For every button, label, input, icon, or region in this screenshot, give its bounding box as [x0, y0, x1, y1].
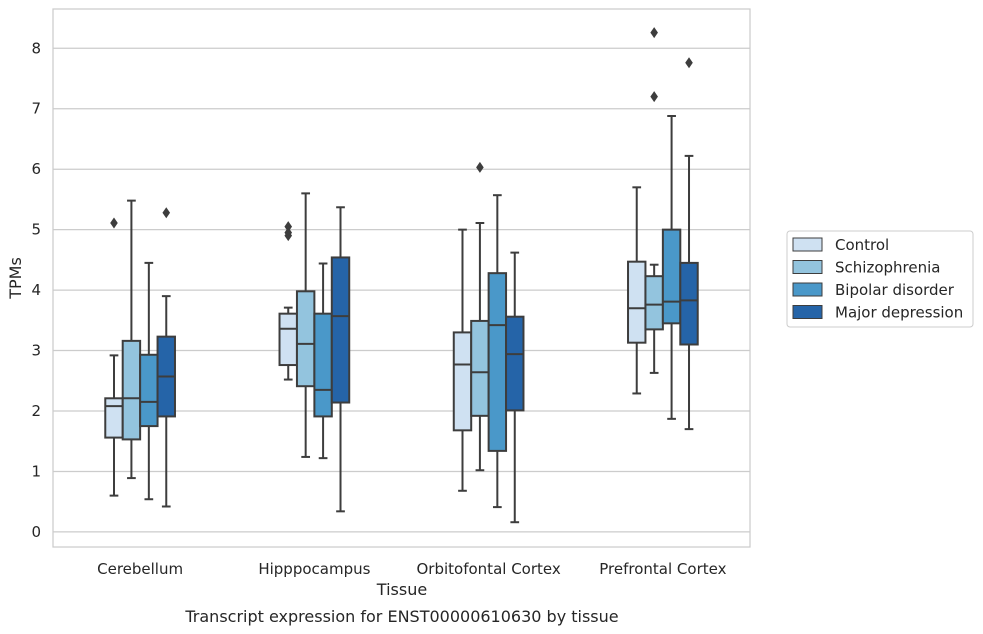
- box-control: [452, 228, 473, 492]
- y-tick-label: 3: [31, 342, 41, 360]
- box-bipolar-disorder: [313, 262, 333, 460]
- x-tick-label: Orbitofontal Cortex: [417, 560, 561, 578]
- box-iqr: [487, 272, 508, 452]
- box-iqr: [505, 315, 525, 412]
- outlier-point: [284, 221, 293, 233]
- legend-swatch: [792, 282, 823, 297]
- box-schizophrenia: [644, 27, 664, 374]
- legend-item: Schizophrenia: [792, 259, 940, 277]
- box-control: [278, 221, 298, 381]
- box-iqr: [644, 275, 664, 331]
- box-iqr: [121, 339, 142, 441]
- box-iqr: [104, 397, 124, 439]
- outlier-point: [685, 57, 693, 69]
- box-major-depression: [679, 57, 699, 431]
- legend-item: Bipolar disorder: [792, 281, 955, 299]
- y-axis-ticks: 0 1 2 3 4 5 6 7 8: [31, 39, 41, 541]
- box-schizophrenia: [295, 192, 316, 458]
- legend-item: Major depression: [792, 304, 963, 322]
- box-iqr: [470, 319, 490, 417]
- box-control: [104, 217, 124, 497]
- legend-label: Control: [835, 236, 889, 254]
- x-tick-label: Prefrontal Cortex: [599, 560, 726, 578]
- box-major-depression: [505, 251, 525, 524]
- y-tick-label: 6: [31, 160, 41, 178]
- legend-label: Major depression: [835, 304, 963, 322]
- x-tick-label: Cerebellum: [97, 560, 183, 578]
- box-plot-series: [104, 27, 699, 524]
- y-axis-label: TPMs: [6, 257, 25, 300]
- chart-caption: Transcript expression for ENST0000061063…: [184, 607, 618, 626]
- box-schizophrenia: [121, 199, 142, 480]
- y-tick-label: 7: [31, 100, 41, 118]
- box-iqr: [313, 312, 333, 418]
- legend-label: Bipolar disorder: [835, 281, 955, 299]
- legend-frame: [786, 230, 974, 328]
- legend-label: Schizophrenia: [835, 259, 940, 277]
- box-iqr: [679, 261, 699, 346]
- box-iqr: [295, 290, 316, 388]
- box-bipolar-disorder: [661, 114, 682, 420]
- box-iqr: [452, 331, 473, 432]
- y-tick-label: 1: [31, 462, 41, 480]
- legend-item: Control: [792, 236, 889, 254]
- x-tick-label: Hipppocampus: [258, 560, 370, 578]
- box-control: [627, 186, 647, 395]
- x-axis-label: Tissue: [376, 580, 427, 599]
- box-iqr: [278, 312, 298, 367]
- outlier-point: [650, 27, 658, 39]
- box-major-depression: [330, 206, 351, 513]
- plot-frame: [52, 8, 751, 548]
- box-schizophrenia: [470, 161, 490, 472]
- y-tick-label: 4: [31, 281, 41, 299]
- outlier-point: [650, 91, 658, 103]
- outlier-point: [162, 207, 171, 219]
- x-axis-ticks: Cerebellum Hipppocampus Orbitofontal Corte…: [97, 560, 726, 578]
- box-bipolar-disorder: [487, 194, 508, 509]
- outlier-point: [110, 217, 118, 229]
- outlier-point: [284, 227, 293, 239]
- legend-swatch: [792, 260, 823, 274]
- box-iqr: [330, 256, 351, 404]
- legend: Control Schizophrenia Bipolar disorder Majo…: [786, 230, 974, 328]
- y-tick-label: 2: [31, 402, 41, 420]
- box-bipolar-disorder: [139, 261, 159, 501]
- legend-swatch: [792, 237, 823, 252]
- legend-swatch: [792, 305, 823, 319]
- box-iqr: [139, 353, 159, 428]
- box-major-depression: [156, 207, 176, 508]
- outlier-point: [476, 161, 484, 173]
- y-tick-label: 5: [31, 221, 41, 239]
- y-tick-label: 8: [31, 39, 41, 57]
- box-iqr: [661, 228, 682, 325]
- box-iqr: [627, 260, 647, 344]
- y-tick-label: 0: [31, 523, 41, 541]
